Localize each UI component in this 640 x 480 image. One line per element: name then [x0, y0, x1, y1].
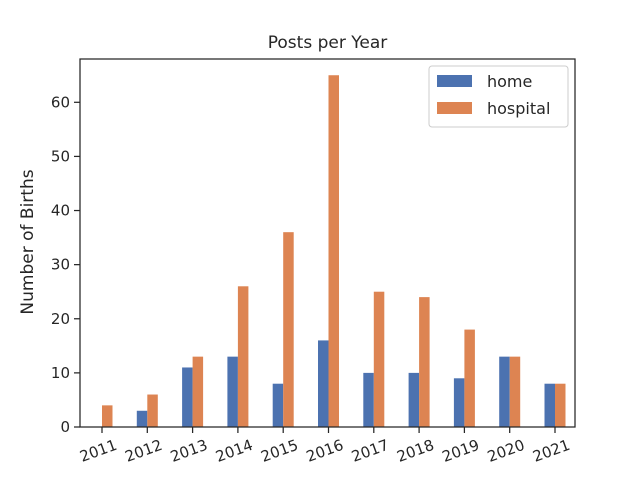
x-tick-label: 2014	[213, 436, 255, 466]
bar-home-2017	[363, 372, 374, 427]
bar-hospital-2012	[147, 394, 158, 427]
bar-hospital-2011	[102, 405, 113, 427]
y-tick-label: 0	[60, 418, 70, 436]
bar-home-2018	[408, 372, 420, 427]
bar-home-2013	[182, 367, 193, 427]
legend-swatch-hospital	[437, 102, 472, 114]
bar-home-2012	[136, 410, 148, 427]
bar-hospital-2017	[373, 291, 385, 427]
x-tick-label: 2017	[349, 436, 391, 466]
x-tick-label: 2015	[259, 436, 301, 466]
bar-hospital-2018	[419, 297, 430, 427]
legend-swatch-home	[437, 75, 472, 87]
bar-home-2019	[453, 378, 465, 427]
y-axis-label: Number of Births	[18, 169, 38, 314]
chart-title: Posts per Year	[268, 33, 387, 53]
bar-home-2014	[227, 356, 238, 427]
bar-hospital-2021	[555, 383, 566, 427]
legend-label-hospital: hospital	[487, 99, 550, 118]
x-tick-label: 2018	[394, 436, 436, 466]
bar-hospital-2019	[464, 329, 475, 427]
x-tick-label: 2011	[77, 436, 119, 466]
bar-hospital-2020	[509, 356, 521, 427]
bar-hospital-2015	[283, 232, 294, 427]
y-tick-label: 40	[51, 202, 70, 220]
y-axis: 0 10 20 30 40 50 60	[51, 93, 80, 436]
legend: home hospital	[428, 65, 569, 128]
legend-label-home: home	[487, 72, 532, 91]
bar-home-2021	[544, 383, 555, 427]
bar-home-2020	[499, 356, 510, 427]
x-tick-label: 2013	[168, 436, 210, 466]
bar-home-2015	[272, 383, 284, 427]
y-tick-label: 20	[51, 310, 70, 328]
x-tick-label: 2012	[123, 436, 165, 466]
y-tick-label: 10	[51, 364, 70, 382]
y-tick-label: 30	[51, 256, 70, 274]
plot-frame	[79, 58, 576, 428]
x-tick-label: 2016	[304, 436, 346, 466]
bars-group	[102, 75, 566, 427]
y-tick-label: 60	[51, 93, 70, 111]
x-axis: 2011 2012 2013 2014 2015 2016 2017 2018 2019 2020…	[77, 427, 572, 466]
y-tick-label: 50	[51, 147, 70, 165]
bar-home-2016	[318, 340, 329, 427]
bar-hospital-2013	[192, 356, 204, 427]
x-tick-label: 2021	[530, 436, 572, 466]
bar-hospital-2014	[237, 286, 249, 427]
bar-hospital-2016	[328, 75, 339, 427]
x-tick-label: 2020	[485, 436, 527, 466]
x-tick-label: 2019	[440, 436, 482, 466]
